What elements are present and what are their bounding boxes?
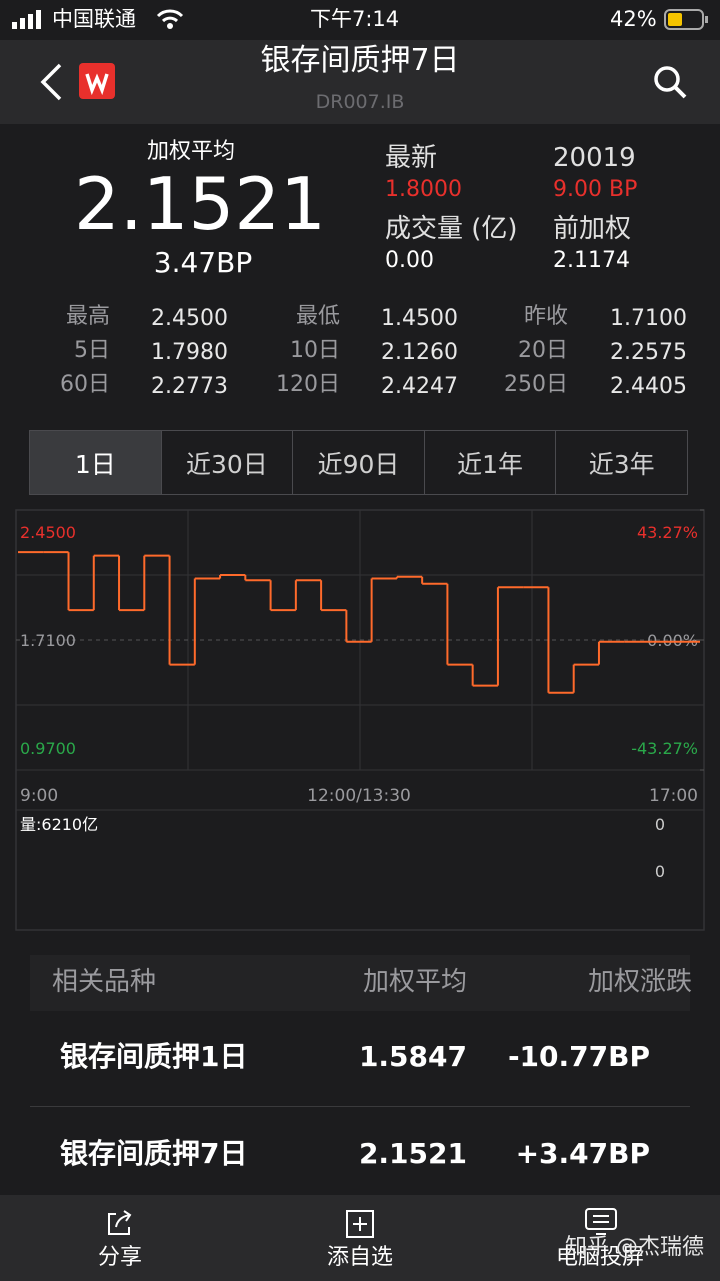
y-tick-label: 0.9700 [20, 739, 76, 758]
period-tab[interactable]: 近30日 [160, 431, 293, 494]
stat-value: 2.2773 [151, 374, 228, 399]
volume-tick-label: 0 [655, 815, 665, 834]
stat-label: 20日 [518, 338, 568, 363]
battery-percent: 42% [610, 7, 657, 31]
stat-value: 1.7980 [151, 340, 228, 365]
battery-icon [664, 9, 708, 30]
share-icon[interactable] [106, 1209, 134, 1237]
info-label: 最新 [385, 143, 438, 173]
back-button[interactable] [38, 62, 64, 102]
related-cell: +3.47BP [515, 1137, 650, 1170]
related-cell: 1.5847 [358, 1040, 467, 1073]
x-tick-label: 17:00 [649, 786, 698, 806]
stat-value: 2.4247 [381, 374, 458, 399]
row-separator [30, 1106, 690, 1107]
instrument-code: DR007.IB [315, 91, 405, 113]
stat-label: 最高 [65, 304, 110, 329]
volume-label: 量:6210亿 [20, 815, 98, 834]
info-value: 1.8000 [385, 177, 462, 202]
watermark: 知乎 @杰瑞德 [565, 1235, 704, 1260]
stat-label: 10日 [290, 338, 340, 363]
bottom-toolbar: 分享 添自选 电脑投屏 [0, 1195, 720, 1281]
period-tabs: 1日 近30日 近90日 近1年 近3年 [29, 430, 688, 495]
related-cell: -10.77BP [507, 1040, 650, 1073]
carrier: 中国联通 [52, 7, 136, 31]
toolbar-label[interactable]: 分享 [97, 1245, 142, 1270]
stat-label: 5日 [74, 338, 110, 363]
y-tick-label: 2.4500 [20, 523, 76, 542]
cast-icon[interactable] [584, 1207, 618, 1237]
signal-icon [12, 10, 41, 29]
search-button[interactable] [652, 64, 688, 100]
related-cell[interactable]: 银存间质押1日 [60, 1040, 248, 1073]
stat-label: 最低 [295, 304, 340, 329]
page-title: 银存间质押7日 [260, 43, 460, 78]
quote-value: 2.1521 [74, 162, 326, 246]
nav-header: 银存间质押7日 DR007.IB [0, 40, 720, 124]
info-value: 2.1174 [553, 248, 630, 273]
info-label: 前加权 [553, 214, 632, 244]
period-tab[interactable]: 近90日 [292, 431, 424, 494]
stat-value: 2.1260 [381, 340, 458, 365]
period-tab[interactable]: 1日 [30, 431, 161, 494]
related-cell: 2.1521 [358, 1137, 467, 1170]
wifi-icon [156, 9, 184, 29]
add-watch-icon[interactable] [345, 1209, 375, 1239]
quote-change: 3.47BP [153, 246, 253, 279]
stat-label: 120日 [276, 372, 340, 397]
y2-tick-label: -43.27% [631, 739, 698, 758]
toolbar-label[interactable]: 添自选 [326, 1245, 393, 1270]
info-value: 9.00 BP [553, 177, 638, 202]
x-tick-label: 12:00/13:30 [307, 786, 411, 806]
stat-value: 1.4500 [381, 306, 458, 331]
y2-tick-label: 0.00% [647, 631, 698, 650]
period-tab[interactable]: 近3年 [555, 431, 687, 494]
stat-value: 2.4500 [151, 306, 228, 331]
stat-label: 昨收 [523, 304, 568, 329]
rate-chart: 2.4500 1.7100 0.9700 43.27% 0.00% -43.27% 9:00… [15, 509, 705, 931]
volume-tick-label: 0 [655, 862, 665, 881]
status-bar: 中国联通 下午7:14 42% [0, 0, 720, 40]
period-tab[interactable]: 近1年 [423, 431, 556, 494]
info-value: 0.00 [385, 248, 434, 273]
related-header-bg [30, 955, 690, 1011]
related-header: 相关品种 [52, 967, 157, 997]
info-label: 成交量 (亿) [385, 214, 518, 244]
y-tick-label: 1.7100 [20, 631, 76, 650]
toolbar-label[interactable]: 电脑投屏 [555, 1245, 644, 1270]
stat-value: 2.4405 [610, 374, 687, 399]
stat-value: 1.7100 [610, 306, 687, 331]
y2-tick-label: 43.27% [637, 523, 698, 542]
related-cell[interactable]: 银存间质押7日 [60, 1137, 248, 1170]
app-logo [79, 63, 115, 99]
stat-label: 250日 [504, 372, 568, 397]
stat-value: 2.2575 [610, 340, 687, 365]
stat-label: 60日 [60, 372, 110, 397]
related-header: 加权涨跌 [587, 967, 692, 997]
x-tick-label: 9:00 [20, 786, 58, 806]
clock: 下午7:14 [310, 7, 400, 31]
info-label: 20019 [553, 143, 636, 173]
related-header: 加权平均 [362, 967, 467, 997]
quote-label: 加权平均 [146, 139, 235, 164]
